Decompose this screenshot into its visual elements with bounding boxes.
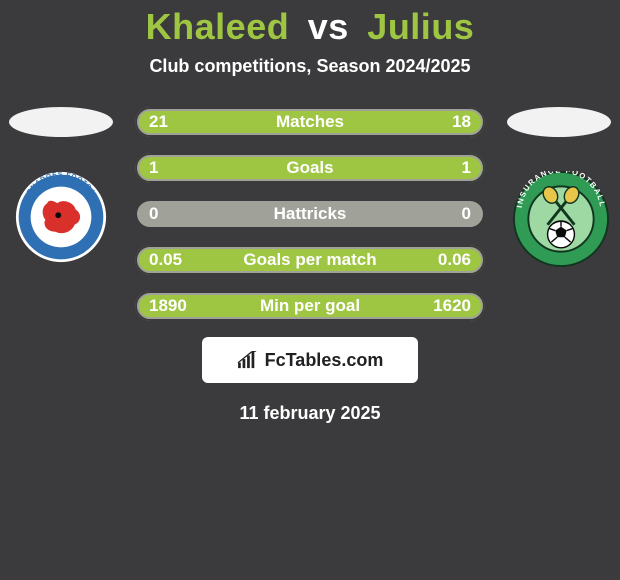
vs-label: vs: [308, 6, 349, 47]
brand-text: FcTables.com: [265, 350, 384, 371]
player1-club-badge: TORNADOES FOOTBALL MINNA: [15, 171, 107, 263]
comparison-card: Khaleed vs Julius Club competitions, Sea…: [0, 0, 620, 580]
player2-photo-placeholder: [507, 107, 611, 137]
stat-row: 0 Hattricks 0: [135, 199, 485, 229]
player2-column: INSURANCE FOOTBALL: [504, 107, 614, 263]
stat-left-value: 0: [149, 204, 158, 224]
stat-right-value: 0: [462, 204, 471, 224]
player2-club-badge: INSURANCE FOOTBALL: [513, 171, 605, 263]
brand-box: FcTables.com: [202, 337, 418, 383]
player1-name: Khaleed: [146, 6, 290, 47]
player2-name: Julius: [367, 6, 474, 47]
stat-label: Min per goal: [260, 296, 360, 316]
stat-label: Matches: [276, 112, 344, 132]
stat-rows: 21 Matches 18 1 Goals 1 0 Hattricks 0 0.05 Goals p…: [135, 107, 485, 321]
stat-right-value: 18: [452, 112, 471, 132]
stat-left-value: 21: [149, 112, 168, 132]
subtitle: Club competitions, Season 2024/2025: [0, 56, 620, 77]
stat-row: 0.05 Goals per match 0.06: [135, 245, 485, 275]
club-badge-right-svg: INSURANCE FOOTBALL: [513, 171, 609, 267]
stat-right-value: 1: [462, 158, 471, 178]
brand-bars-icon: [237, 351, 259, 369]
stat-label: Goals per match: [243, 250, 376, 270]
player1-column: TORNADOES FOOTBALL MINNA: [6, 107, 116, 263]
page-title: Khaleed vs Julius: [0, 6, 620, 48]
stat-row: 21 Matches 18: [135, 107, 485, 137]
player1-photo-placeholder: [9, 107, 113, 137]
stat-row: 1890 Min per goal 1620: [135, 291, 485, 321]
date-line: 11 february 2025: [0, 403, 620, 424]
club-badge-left-svg: TORNADOES FOOTBALL MINNA: [15, 171, 107, 263]
stat-left-value: 1: [149, 158, 158, 178]
stat-left-value: 1890: [149, 296, 187, 316]
stat-left-value: 0.05: [149, 250, 182, 270]
content-area: TORNADOES FOOTBALL MINNA: [0, 107, 620, 424]
stat-right-value: 1620: [433, 296, 471, 316]
stat-label: Hattricks: [274, 204, 347, 224]
stat-right-value: 0.06: [438, 250, 471, 270]
stat-row: 1 Goals 1: [135, 153, 485, 183]
stat-label: Goals: [286, 158, 333, 178]
